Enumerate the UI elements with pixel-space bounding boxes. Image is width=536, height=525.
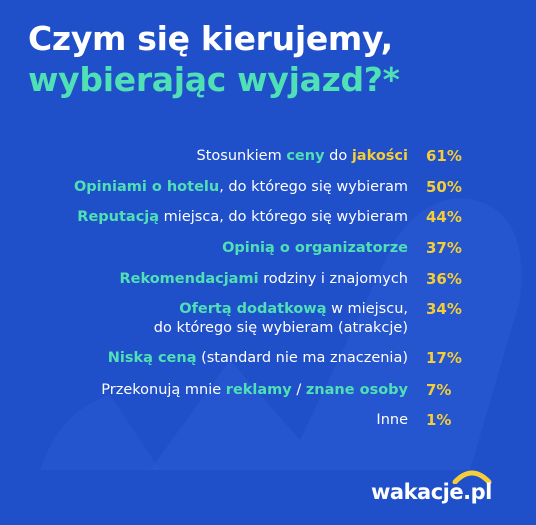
row-label: Ofertą dodatkową w miejscu, do którego si… — [153, 301, 408, 336]
row-label: Reputacją miejsca, do którego się wybier… — [77, 209, 408, 225]
row-label: Opinią o organizatorze — [222, 240, 408, 256]
row-percent: 1% — [426, 411, 452, 429]
row-label: Opiniami o hotelu, do którego się wybier… — [73, 179, 408, 195]
row-percent: 61% — [426, 147, 462, 165]
row-percent: 34% — [426, 300, 462, 318]
row-label: Inne — [376, 412, 408, 428]
title-line-2: wybierając wyjazd?* — [28, 60, 400, 99]
row-percent: 17% — [426, 349, 462, 367]
row-percent: 37% — [426, 239, 462, 257]
row-label: Niską ceną (standard nie ma znaczenia) — [107, 350, 408, 366]
row-percent: 7% — [426, 381, 452, 399]
row-percent: 36% — [426, 270, 462, 288]
row-label: Rekomendacjami rodziny i znajomych — [119, 271, 408, 287]
sun-arc-icon — [452, 470, 492, 484]
logo-text: wakacje.pl — [371, 480, 492, 504]
row-label: Stosunkiem ceny do jakości — [196, 148, 408, 164]
row-percent: 44% — [426, 208, 462, 226]
row-percent: 50% — [426, 178, 462, 196]
title-line-1: Czym się kierujemy, — [28, 19, 393, 58]
page-title: Czym się kierujemy, wybierając wyjazd?* — [28, 18, 400, 100]
brand-logo: wakacje.pl — [371, 470, 517, 508]
row-label: Przekonują mnie reklamy / znane osoby — [101, 382, 408, 398]
